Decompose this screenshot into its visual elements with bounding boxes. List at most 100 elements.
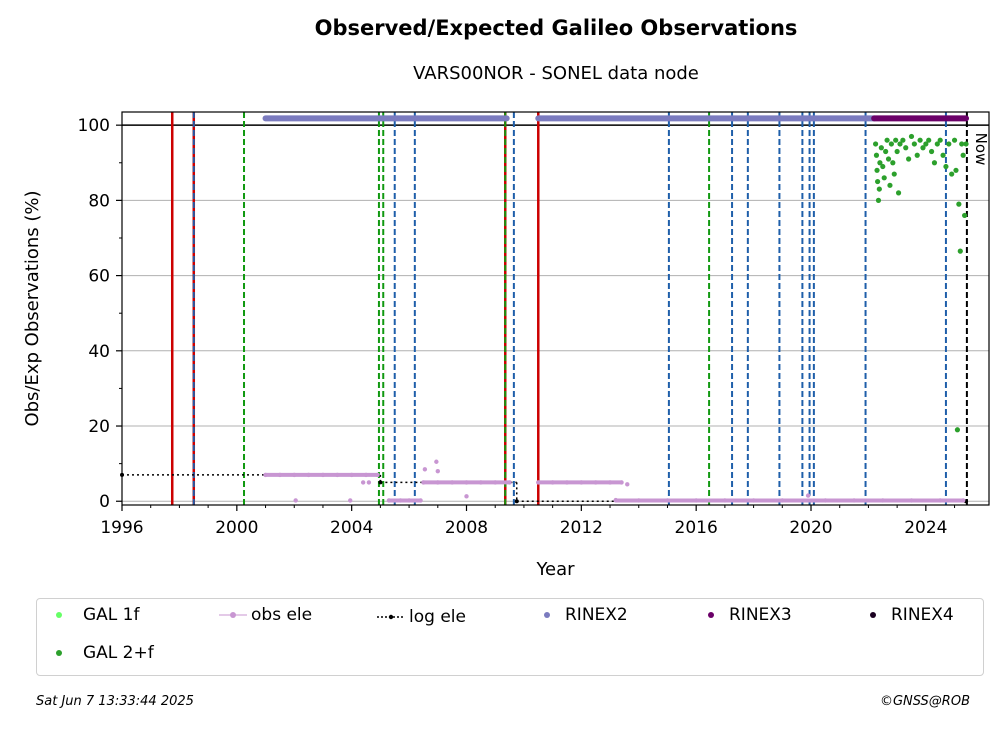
- x-tick-label: 2000: [215, 518, 258, 538]
- series-gal-2-f-point: [931, 160, 938, 166]
- legend-marker-gal-2f: [51, 647, 81, 659]
- x-axis-label: Year: [535, 559, 575, 580]
- series-obs-ele-point: [593, 480, 598, 485]
- series-obs-ele-point: [277, 472, 283, 478]
- now-label: Now: [972, 133, 990, 166]
- series-gal-2-f-point: [934, 141, 940, 147]
- series-obs-ele-point: [464, 494, 469, 499]
- series-obs-ele-point: [880, 498, 885, 503]
- legend-item-obs-ele: obs ele: [219, 605, 312, 625]
- x-tick-label: 1996: [100, 518, 143, 538]
- x-tick-label: 2008: [445, 518, 488, 538]
- series-gal-2-f-point: [946, 141, 952, 147]
- y-tick-label: 60: [88, 267, 110, 287]
- series-gal-2-f-point: [917, 137, 923, 143]
- y-tick-label: 20: [88, 417, 110, 437]
- series-obs-ele-point: [550, 480, 555, 485]
- series-gal-2-f-point: [951, 137, 958, 143]
- series-obs-ele-point: [348, 498, 353, 503]
- legend-item-rinex2: RINEX2: [533, 605, 628, 625]
- x-tick-label: 2004: [330, 518, 373, 538]
- series-log-ele-point: [514, 499, 519, 504]
- series-gal-2-f-point: [881, 175, 887, 181]
- series-gal-2-f-point: [953, 167, 959, 173]
- series-obs-ele-point: [421, 480, 426, 485]
- legend-marker-obs-ele: [219, 609, 249, 621]
- series-obs-ele-point: [625, 482, 630, 487]
- series-obs-ele-point: [398, 498, 403, 503]
- series-obs-ele-point: [292, 472, 297, 478]
- series-gal-2-f-point: [877, 160, 883, 166]
- x-tick-label: 2020: [789, 518, 832, 538]
- series-obs-ele-point: [335, 472, 340, 478]
- series-obs-ele-point: [665, 498, 670, 503]
- series-obs-ele-point: [536, 480, 541, 485]
- footer-timestamp: Sat Jun 7 13:33:44 2025: [36, 694, 194, 709]
- series-obs-ele-point: [375, 472, 380, 478]
- series-obs-ele-point: [960, 498, 966, 503]
- legend-marker-gal-1f: [51, 609, 81, 621]
- series-obs-ele-point: [464, 480, 469, 485]
- legend-label-log-ele: log ele: [409, 607, 466, 627]
- legend-item-gal-1f: GAL 1f: [51, 605, 139, 625]
- series-obs-ele-point: [363, 472, 369, 478]
- legend: GAL 1f obs ele log ele RINEX2 RINEX3 RIN…: [36, 598, 984, 676]
- series-obs-ele-point: [449, 480, 455, 485]
- series-obs-ele-point: [422, 467, 428, 472]
- legend-marker-rinex3: [697, 609, 727, 621]
- series-gal-2-f-point: [963, 141, 969, 147]
- series-obs-ele-point: [636, 498, 641, 503]
- series-gal-2-f-point: [949, 171, 955, 177]
- series-obs-ele-point: [434, 459, 439, 464]
- series-gal-2-f-point: [957, 248, 963, 254]
- y-axis-label: Obs/Exp Observations (%): [22, 190, 43, 426]
- series-gal-2-f-point: [878, 145, 884, 151]
- chart-title: Observed/Expected Galileo Observations: [314, 16, 798, 40]
- series-gal-2-f-point: [893, 137, 899, 143]
- series-obs-ele-point: [366, 480, 372, 485]
- series-obs-ele-point: [751, 498, 756, 503]
- series-gal-2-f-point: [960, 152, 966, 158]
- series-obs-ele-point: [909, 498, 914, 503]
- series-gal-2-f-point: [937, 137, 943, 143]
- series-gal-2-f-point: [959, 141, 965, 147]
- series-obs-ele-point: [293, 498, 298, 503]
- series-obs-ele-point: [607, 480, 613, 485]
- series-obs-ele-point: [722, 498, 728, 503]
- series-gal-2-f-point: [885, 156, 892, 162]
- series-obs-ele-point: [780, 498, 785, 503]
- legend-label-rinex4: RINEX4: [891, 605, 954, 625]
- series-obs-ele-point: [406, 498, 412, 503]
- footer-copyright: ©GNSS@ROB: [879, 694, 970, 709]
- series-gal-2-f-point: [911, 141, 917, 147]
- series-gal-2-f-point: [880, 163, 886, 170]
- series-gal-2-f-point: [914, 152, 920, 158]
- legend-item-rinex3: RINEX3: [697, 605, 792, 625]
- legend-label-obs-ele: obs ele: [251, 605, 313, 625]
- series-gal-2-f-point: [926, 137, 932, 143]
- legend-marker-rinex2: [533, 609, 563, 621]
- series-gal-2-f-point: [875, 178, 881, 185]
- legend-item-gal-2f: GAL 2+f: [51, 643, 154, 663]
- series-obs-ele-point: [507, 480, 512, 485]
- series-obs-ele-point: [619, 480, 624, 485]
- series-gal-2-f-point: [956, 201, 962, 207]
- series-obs-ele-point: [805, 493, 811, 498]
- series-gal-2-f-point: [876, 186, 882, 192]
- series-gal-2-f-point: [895, 190, 902, 196]
- chart-subtitle: VARS00NOR - SONEL data node: [413, 63, 699, 84]
- series-gal-2-f-point: [894, 148, 900, 155]
- series-gal-2-f-point: [884, 137, 890, 143]
- series-log-ele-point: [378, 480, 383, 485]
- legend-marker-rinex4: [859, 609, 889, 621]
- series-obs-ele-point: [360, 480, 366, 485]
- y-tick-label: 80: [88, 191, 110, 211]
- series-obs-ele-point: [320, 472, 326, 478]
- series-obs-ele-point: [386, 498, 392, 503]
- legend-label-rinex2: RINEX2: [565, 605, 628, 625]
- y-tick-label: 0: [99, 492, 110, 512]
- series-obs-ele-point: [579, 480, 584, 485]
- series-obs-ele-point: [349, 472, 354, 478]
- legend-marker-log-ele: [377, 611, 407, 623]
- x-tick-label: 2012: [560, 518, 603, 538]
